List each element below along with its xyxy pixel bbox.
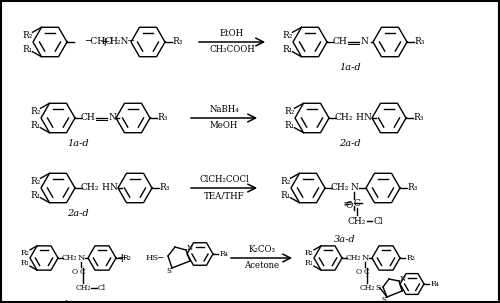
Text: K₂CO₃: K₂CO₃ [248,245,276,255]
Text: R₃: R₃ [173,38,183,46]
Text: ClCH₂COCl: ClCH₂COCl [199,175,249,185]
Text: R₃: R₃ [406,254,416,262]
Text: R₂: R₂ [20,249,30,257]
Text: R₁: R₁ [304,259,314,267]
Text: CH₂: CH₂ [335,114,353,122]
Text: H₂N─: H₂N─ [110,38,134,46]
Text: 3a-d: 3a-d [334,235,356,245]
Text: CH₃COOH: CH₃COOH [209,45,255,55]
Text: O: O [356,268,362,276]
Text: 1a-d: 1a-d [339,64,361,72]
Text: O: O [72,268,78,276]
Text: S: S [376,284,380,292]
Text: R₄: R₄ [430,280,440,288]
Text: R₂: R₂ [30,107,40,116]
Text: CH: CH [80,114,96,122]
Text: N: N [360,38,368,46]
Text: Acetone: Acetone [244,261,280,271]
Text: R₁: R₁ [30,191,40,200]
Text: N: N [350,184,358,192]
Text: R₃: R₃ [160,184,170,192]
Text: R₃: R₃ [414,114,424,122]
Text: Cl: Cl [373,217,383,225]
Text: C: C [354,198,360,208]
Text: R₁: R₁ [284,121,294,130]
Text: CH₂: CH₂ [62,254,76,262]
Text: R₃: R₃ [122,254,132,262]
Text: +: + [100,35,110,48]
Text: EtOH: EtOH [220,29,244,38]
Text: R₁: R₁ [30,121,40,130]
Text: R₁: R₁ [22,45,32,54]
Text: N: N [109,184,117,192]
Text: R₂: R₂ [22,31,32,40]
Text: MeOH: MeOH [210,122,238,131]
Text: CH₂: CH₂ [331,184,349,192]
Text: C: C [364,268,370,276]
Text: CH: CH [332,38,347,46]
Text: CH₂: CH₂ [81,184,99,192]
Text: 1a-d: 1a-d [67,139,89,148]
Text: H: H [101,184,109,192]
Text: CH₂: CH₂ [76,284,90,292]
Text: CH₂: CH₂ [360,284,374,292]
Text: R₁: R₁ [20,259,30,267]
Text: N: N [78,254,84,262]
Text: R₃: R₃ [158,114,168,122]
Text: +: + [116,251,128,265]
Text: N: N [108,114,116,122]
Text: S: S [382,296,386,303]
Text: 2a-d: 2a-d [339,139,361,148]
Text: 3a-d: 3a-d [50,300,68,303]
Text: Cl: Cl [98,284,106,292]
Text: TEA/THF: TEA/THF [204,191,244,201]
Text: R₁: R₁ [280,191,290,200]
Text: S: S [166,267,172,275]
Text: ─CHO: ─CHO [85,38,112,46]
Text: CH₂: CH₂ [346,254,360,262]
Text: R₂: R₂ [30,177,40,186]
Text: R₂: R₂ [304,249,314,257]
Text: H: H [355,114,363,122]
Text: O: O [346,201,352,211]
Text: N: N [362,254,368,262]
Text: R₂: R₂ [284,107,294,116]
Text: R₁: R₁ [282,45,292,54]
Text: 2a-d: 2a-d [67,209,89,218]
Text: CH₂: CH₂ [348,217,366,225]
Text: R₂: R₂ [282,31,292,40]
Text: R₄: R₄ [220,250,228,258]
Text: N: N [363,114,371,122]
Text: C: C [80,268,86,276]
Text: R₃: R₃ [408,184,418,192]
Text: HS─: HS─ [146,254,164,262]
Text: R₃: R₃ [415,38,425,46]
Text: N: N [400,275,406,283]
Text: R₂: R₂ [280,177,290,186]
Text: N: N [187,244,193,252]
Text: NaBH₄: NaBH₄ [209,105,239,115]
